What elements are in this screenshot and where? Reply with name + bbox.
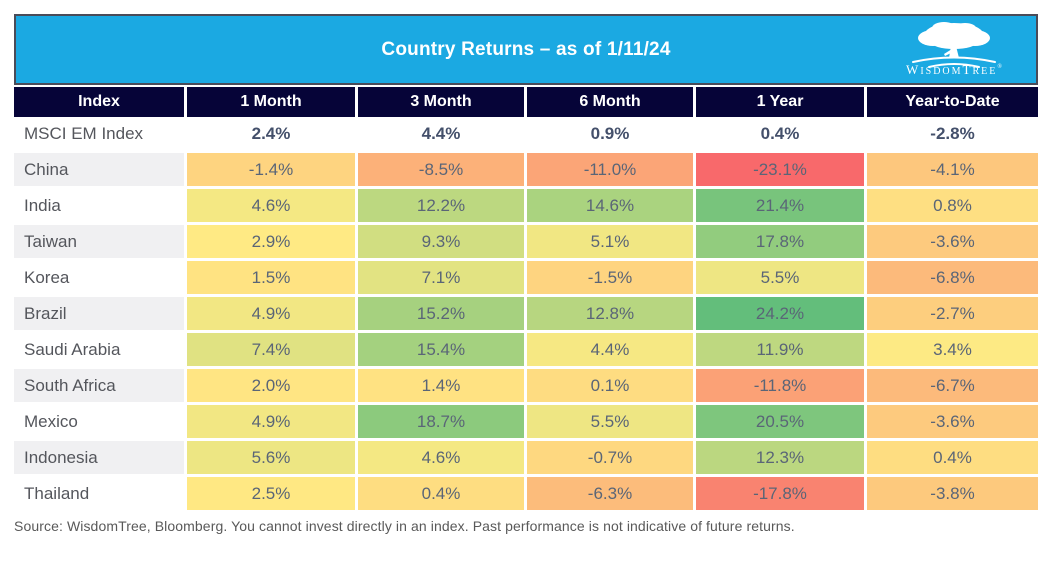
value-cell: 2.5% xyxy=(187,477,355,510)
table-row: Saudi Arabia 7.4% 15.4% 4.4% 11.9% 3.4% xyxy=(14,333,1038,366)
value-cell: 1.4% xyxy=(358,369,524,402)
table-row: Taiwan 2.9% 9.3% 5.1% 17.8% -3.6% xyxy=(14,225,1038,258)
value-cell: -1.4% xyxy=(187,153,355,186)
value-cell: -3.6% xyxy=(867,225,1038,258)
row-label: Thailand xyxy=(14,477,184,510)
value-cell: 20.5% xyxy=(696,405,864,438)
value-cell: 4.9% xyxy=(187,405,355,438)
value-cell: 5.6% xyxy=(187,441,355,474)
value-cell: 5.1% xyxy=(527,225,693,258)
value-cell: 5.5% xyxy=(527,405,693,438)
country-returns-card: Country Returns – as of 1/11/24 xyxy=(14,14,1038,534)
row-label: India xyxy=(14,189,184,222)
table-row: Mexico 4.9% 18.7% 5.5% 20.5% -3.6% xyxy=(14,405,1038,438)
value-cell: -11.8% xyxy=(696,369,864,402)
value-cell: 2.0% xyxy=(187,369,355,402)
column-header: 1 Month xyxy=(187,87,355,117)
value-cell: -4.1% xyxy=(867,153,1038,186)
value-cell: -17.8% xyxy=(696,477,864,510)
banner-title: Country Returns – as of 1/11/24 xyxy=(381,38,671,60)
tree-icon xyxy=(890,19,1018,71)
table-row: MSCI EM Index 2.4% 4.4% 0.9% 0.4% -2.8% xyxy=(14,117,1038,150)
value-cell: 17.8% xyxy=(696,225,864,258)
table-row: Brazil 4.9% 15.2% 12.8% 24.2% -2.7% xyxy=(14,297,1038,330)
table-row: South Africa 2.0% 1.4% 0.1% -11.8% -6.7% xyxy=(14,369,1038,402)
row-label: China xyxy=(14,153,184,186)
value-cell: 15.2% xyxy=(358,297,524,330)
row-label: Brazil xyxy=(14,297,184,330)
value-cell: -0.7% xyxy=(527,441,693,474)
value-cell: 12.3% xyxy=(696,441,864,474)
row-label: Taiwan xyxy=(14,225,184,258)
row-label: Mexico xyxy=(14,405,184,438)
value-cell: 14.6% xyxy=(527,189,693,222)
wisdomtree-wordmark: WISDOMTREE® xyxy=(906,62,1002,77)
value-cell: 12.2% xyxy=(358,189,524,222)
value-cell: 0.4% xyxy=(358,477,524,510)
value-cell: -1.5% xyxy=(527,261,693,294)
value-cell: 2.9% xyxy=(187,225,355,258)
wisdomtree-logo: WISDOMTREE® xyxy=(890,19,1018,83)
value-cell: 7.4% xyxy=(187,333,355,366)
value-cell: 18.7% xyxy=(358,405,524,438)
value-cell: 5.5% xyxy=(696,261,864,294)
value-cell: -6.3% xyxy=(527,477,693,510)
source-note: Source: WisdomTree, Bloomberg. You canno… xyxy=(14,518,795,534)
row-label: Saudi Arabia xyxy=(14,333,184,366)
value-cell: 4.4% xyxy=(527,333,693,366)
value-cell: -6.7% xyxy=(867,369,1038,402)
registered-mark: ® xyxy=(997,64,1002,70)
value-cell: 0.9% xyxy=(527,117,693,150)
value-cell: 0.4% xyxy=(696,117,864,150)
value-cell: 0.1% xyxy=(527,369,693,402)
column-header: 3 Month xyxy=(358,87,524,117)
value-cell: 7.1% xyxy=(358,261,524,294)
table-row: Thailand 2.5% 0.4% -6.3% -17.8% -3.8% xyxy=(14,477,1038,510)
value-cell: 15.4% xyxy=(358,333,524,366)
row-label: Indonesia xyxy=(14,441,184,474)
row-label: MSCI EM Index xyxy=(14,117,184,150)
value-cell: 4.4% xyxy=(358,117,524,150)
returns-table: Index 1 Month 3 Month 6 Month 1 Year Year-to-… xyxy=(14,87,1038,510)
column-header: 6 Month xyxy=(527,87,693,117)
table-row: China -1.4% -8.5% -11.0% -23.1% -4.1% xyxy=(14,153,1038,186)
banner: Country Returns – as of 1/11/24 xyxy=(14,14,1038,85)
value-cell: 12.8% xyxy=(527,297,693,330)
value-cell: 21.4% xyxy=(696,189,864,222)
column-header: Index xyxy=(14,87,184,117)
value-cell: -2.7% xyxy=(867,297,1038,330)
value-cell: -2.8% xyxy=(867,117,1038,150)
table-body: MSCI EM Index 2.4% 4.4% 0.9% 0.4% -2.8% China -… xyxy=(14,117,1038,510)
table-header-row: Index 1 Month 3 Month 6 Month 1 Year Year-to-… xyxy=(14,87,1038,117)
value-cell: -8.5% xyxy=(358,153,524,186)
value-cell: 1.5% xyxy=(187,261,355,294)
column-header: 1 Year xyxy=(696,87,864,117)
value-cell: 0.8% xyxy=(867,189,1038,222)
value-cell: 4.6% xyxy=(187,189,355,222)
table-row: Korea 1.5% 7.1% -1.5% 5.5% -6.8% xyxy=(14,261,1038,294)
value-cell: -23.1% xyxy=(696,153,864,186)
value-cell: 2.4% xyxy=(187,117,355,150)
row-label: Korea xyxy=(14,261,184,294)
value-cell: 4.9% xyxy=(187,297,355,330)
value-cell: 11.9% xyxy=(696,333,864,366)
table-row: Indonesia 5.6% 4.6% -0.7% 12.3% 0.4% xyxy=(14,441,1038,474)
value-cell: 3.4% xyxy=(867,333,1038,366)
value-cell: 9.3% xyxy=(358,225,524,258)
value-cell: -6.8% xyxy=(867,261,1038,294)
value-cell: -3.8% xyxy=(867,477,1038,510)
value-cell: 4.6% xyxy=(358,441,524,474)
table-row: India 4.6% 12.2% 14.6% 21.4% 0.8% xyxy=(14,189,1038,222)
value-cell: 0.4% xyxy=(867,441,1038,474)
value-cell: -11.0% xyxy=(527,153,693,186)
column-header: Year-to-Date xyxy=(867,87,1038,117)
value-cell: 24.2% xyxy=(696,297,864,330)
value-cell: -3.6% xyxy=(867,405,1038,438)
row-label: South Africa xyxy=(14,369,184,402)
